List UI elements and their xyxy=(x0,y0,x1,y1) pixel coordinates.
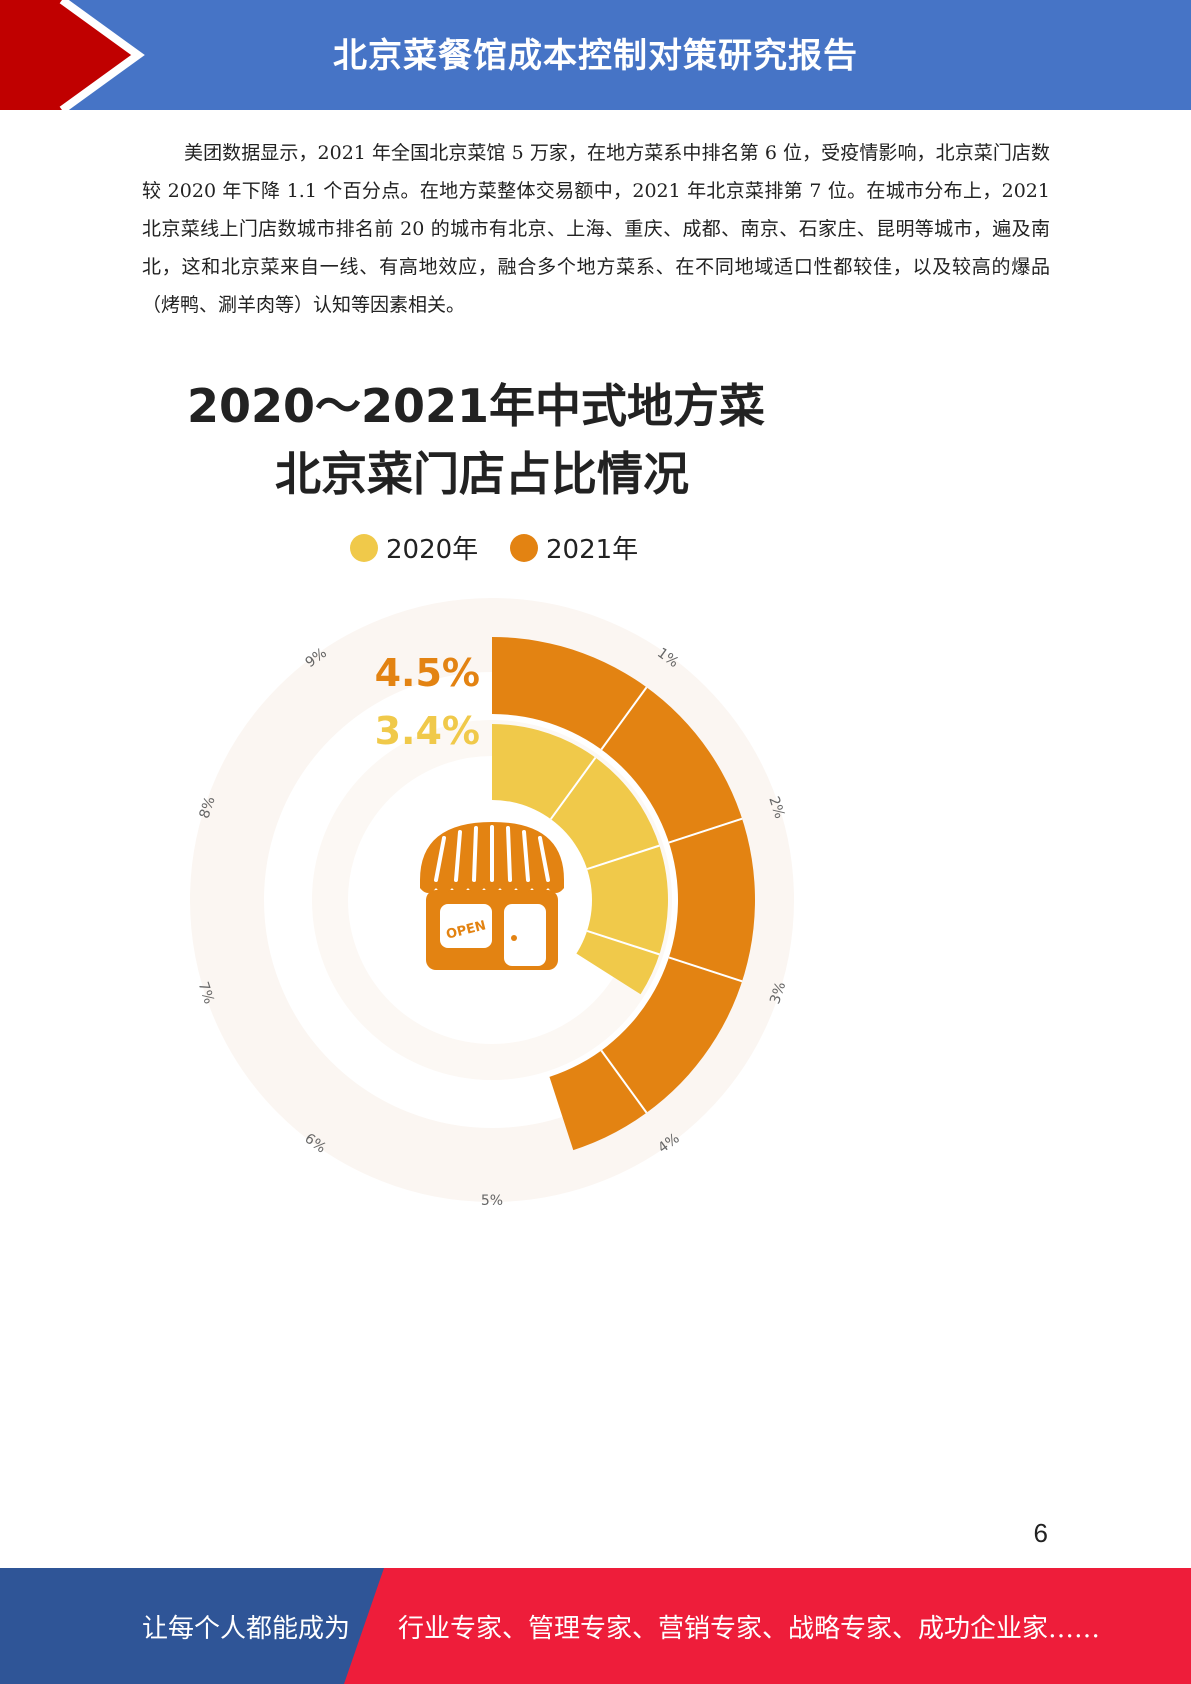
chart-track-2021 xyxy=(190,598,794,1202)
scale-label: 2% xyxy=(765,795,787,821)
divider-2020 xyxy=(549,757,597,820)
chart-legend: 2020年 2021年 xyxy=(350,534,638,565)
scale-label: 8% xyxy=(197,795,219,821)
chart-title-line-1: 2020～2021年中式地方菜 xyxy=(187,379,765,433)
divider-2021 xyxy=(600,686,648,751)
footer-slogan-right: 行业专家、管理专家、营销专家、战略专家、成功企业家…… xyxy=(398,1614,1101,1644)
bar-2021 xyxy=(492,637,755,1151)
radial-chart: 2020～2021年中式地方菜 北京菜门店占比情况 2020年 2021年 1%… xyxy=(182,360,808,1220)
page-footer: 让每个人都能成为 行业专家、管理专家、营销专家、战略专家、成功企业家…… xyxy=(0,1568,1191,1684)
value-label-2020: 3.4% xyxy=(375,709,480,753)
chart-canvas: 2020～2021年中式地方菜 北京菜门店占比情况 2020年 2021年 1%… xyxy=(187,379,794,1209)
storefront-icon: OPEN xyxy=(420,822,564,970)
page-header: 北京菜餐馆成本控制对策研究报告 xyxy=(0,0,1191,110)
body-paragraph: 美团数据显示，2021 年全国北京菜馆 5 万家，在地方菜系中排名第 6 位，受… xyxy=(142,142,1050,316)
scale-label: 3% xyxy=(767,980,789,1006)
header-chevron-decoration xyxy=(0,0,145,110)
bar-segment-dividers xyxy=(549,686,743,1114)
divider-2021 xyxy=(668,956,743,983)
scale-label: 7% xyxy=(195,980,217,1006)
page-number: 6 xyxy=(1033,1518,1048,1548)
scale-label: 5% xyxy=(481,1193,503,1209)
divider-2021 xyxy=(600,1049,648,1114)
legend-2021-label: 2021年 xyxy=(546,535,638,565)
legend-2021-swatch xyxy=(510,534,538,562)
legend-2020-label: 2020年 xyxy=(386,535,478,565)
report-title: 北京菜餐馆成本控制对策研究报告 xyxy=(333,36,858,76)
divider-2020 xyxy=(586,844,660,871)
divider-2021 xyxy=(668,817,743,844)
chart-title-line-2: 北京菜门店占比情况 xyxy=(275,447,689,501)
divider-2020 xyxy=(586,929,660,956)
footer-background xyxy=(0,1568,1191,1684)
legend-2020-swatch xyxy=(350,534,378,562)
footer-slogan-left: 让每个人都能成为 xyxy=(142,1614,351,1644)
value-label-2021: 4.5% xyxy=(375,651,480,695)
